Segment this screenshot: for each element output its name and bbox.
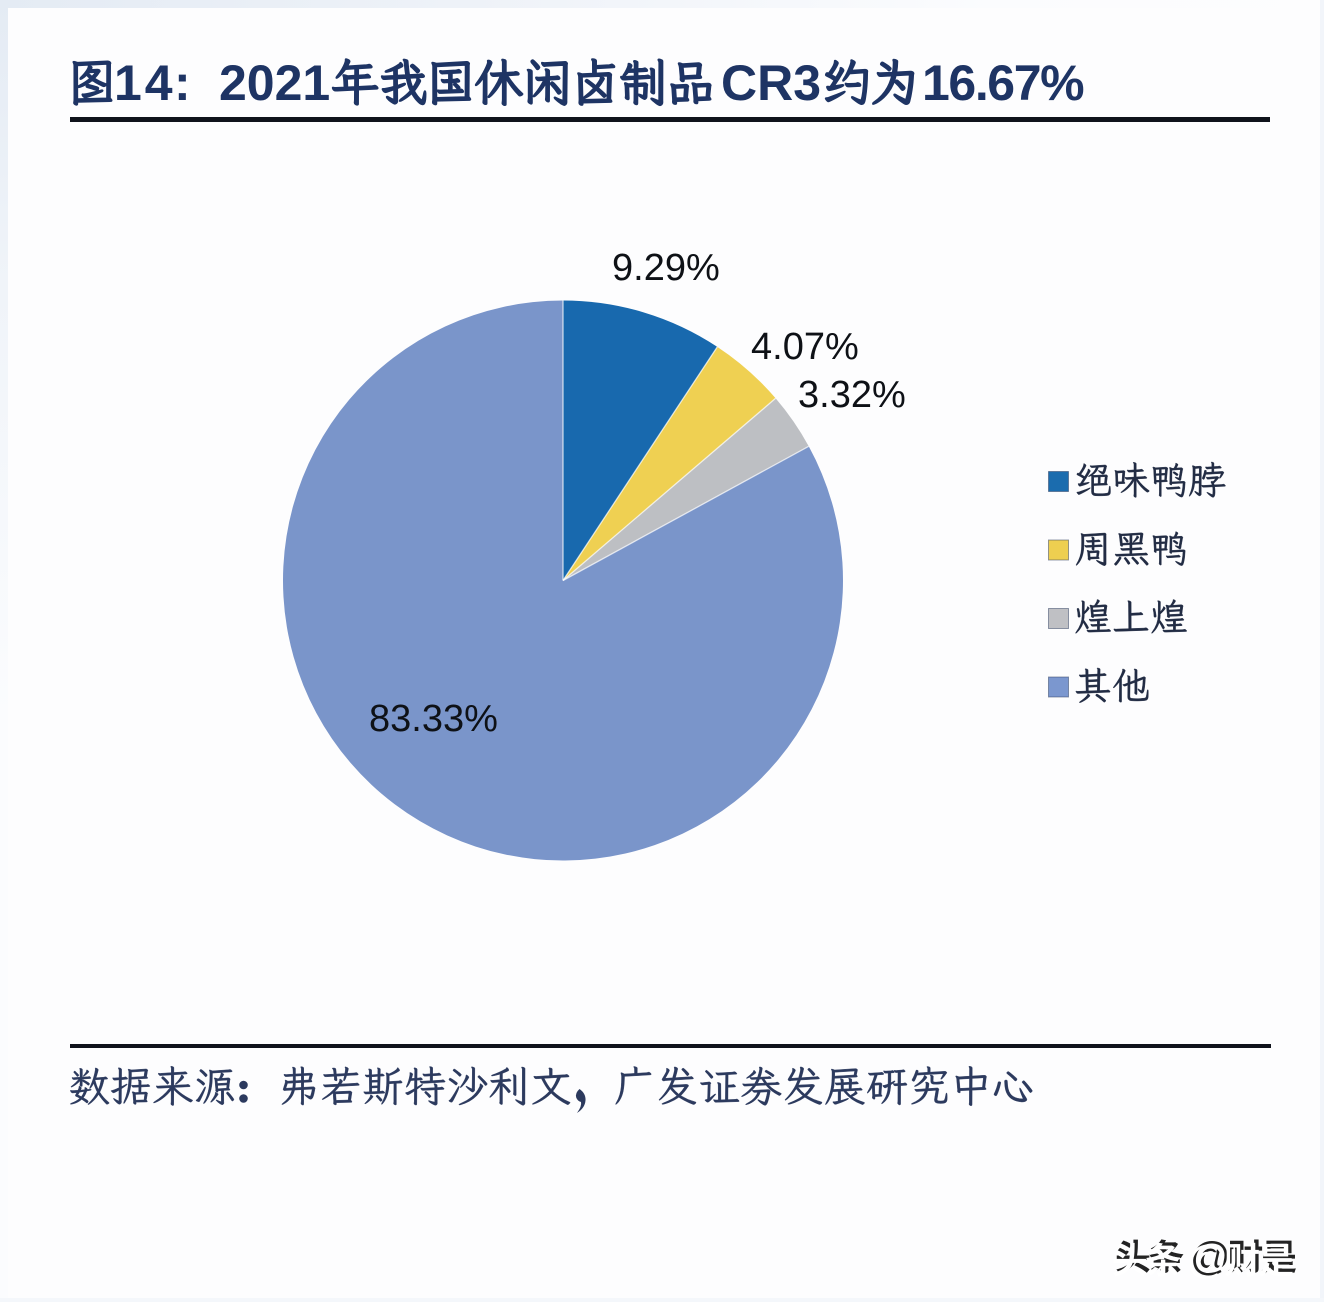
svg-text:2021: 2021 bbox=[219, 55, 330, 111]
svg-text:14: 14 bbox=[114, 55, 176, 111]
svg-text:16.67%: 16.67% bbox=[922, 55, 1084, 111]
svg-text::: : bbox=[174, 55, 191, 111]
svg-text:CR3: CR3 bbox=[721, 55, 821, 111]
